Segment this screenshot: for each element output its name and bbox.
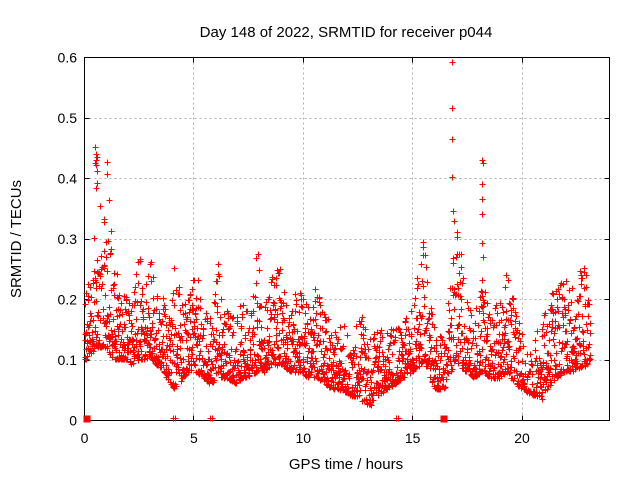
x-tick-label: 5: [190, 430, 198, 446]
x-tick-label: 10: [295, 430, 311, 446]
y-tick-label: 0.5: [58, 110, 78, 126]
zero-square-markers: [83, 415, 448, 423]
scatter-points: [82, 59, 594, 423]
tick-labels: 0 5 10 15 20 0 0.1 0.2 0.3 0.4 0.5 0.6: [58, 50, 530, 447]
y-tick-label: 0: [69, 413, 77, 429]
y-tick-label: 0.6: [58, 50, 78, 66]
x-axis-label: GPS time / hours: [289, 456, 403, 473]
x-tick-label: 0: [81, 430, 89, 446]
y-tick-label: 0.3: [58, 231, 78, 247]
x-tick-label: 15: [405, 430, 421, 446]
y-axis-label: SRMTID / TECUs: [8, 180, 25, 298]
x-tick-label: 20: [514, 430, 530, 446]
y-tick-label: 0.1: [58, 352, 78, 368]
y-tick-label: 0.2: [58, 292, 78, 308]
chart-title: Day 148 of 2022, SRMTID for receiver p04…: [200, 24, 493, 41]
y-tick-label: 0.4: [58, 171, 78, 187]
gridlines: [84, 57, 610, 421]
